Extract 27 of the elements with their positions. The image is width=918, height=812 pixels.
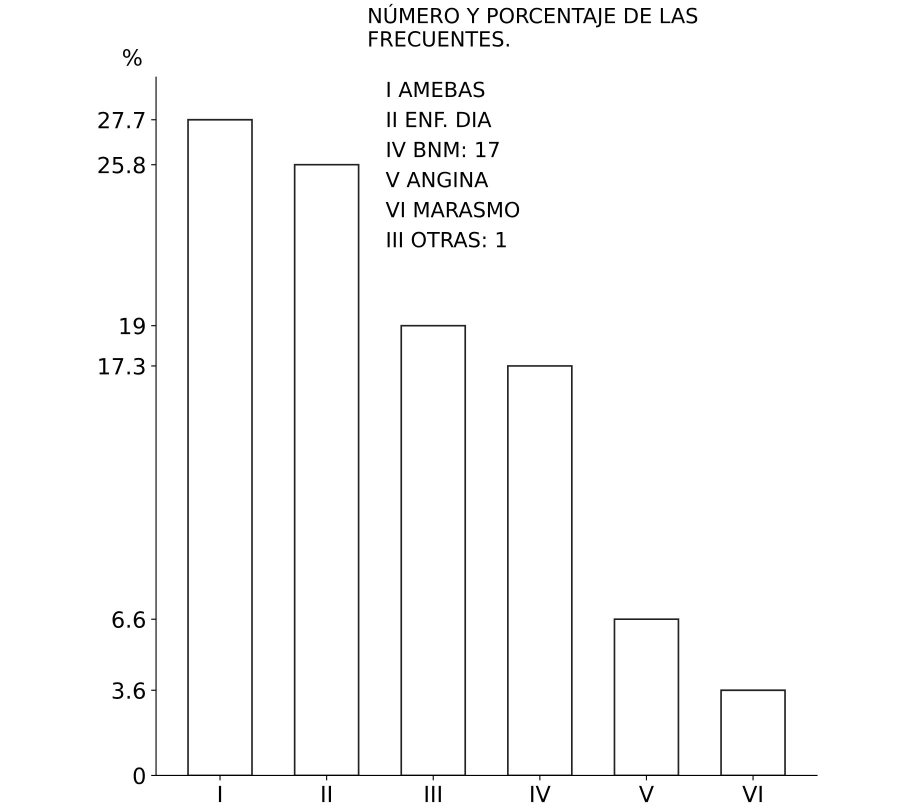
y-tick-label: 25.8 [98,156,145,174]
y-tick-label: 17.3 [99,358,145,375]
x-tick-label: IV [531,786,551,802]
chart-title: NÚMERO Y PORCENTAJE DE LAS FRECUENTES. [369,4,698,47]
y-tick-label: 6.6 [112,611,145,628]
annotation: II ENF. DIA [388,112,492,128]
bar [507,365,573,776]
bar [294,164,360,776]
y-tick-label: 0 [134,767,145,784]
y-axis-title: % [122,49,142,66]
x-tick-label: I [218,786,222,802]
x-tick-label: VI [742,786,762,802]
annotation: IV BNM: 17 [388,142,499,158]
annotation: V ANGINA [386,172,488,188]
annotation: VI MARASMO [386,202,520,218]
bar [614,618,680,776]
annotation: I AMEBAS [388,82,484,98]
y-tick-label: 27.7 [98,112,144,128]
bar [720,689,786,776]
bar [400,324,466,776]
x-tick-label: III [426,786,441,802]
y-tick-label: 3.6 [112,682,145,699]
x-tick-label: II [322,786,331,802]
y-tick-label: 19 [120,318,145,334]
x-tick-label: V [639,786,654,802]
bar [187,118,253,776]
annotation: III OTRAS: 1 [388,232,506,248]
